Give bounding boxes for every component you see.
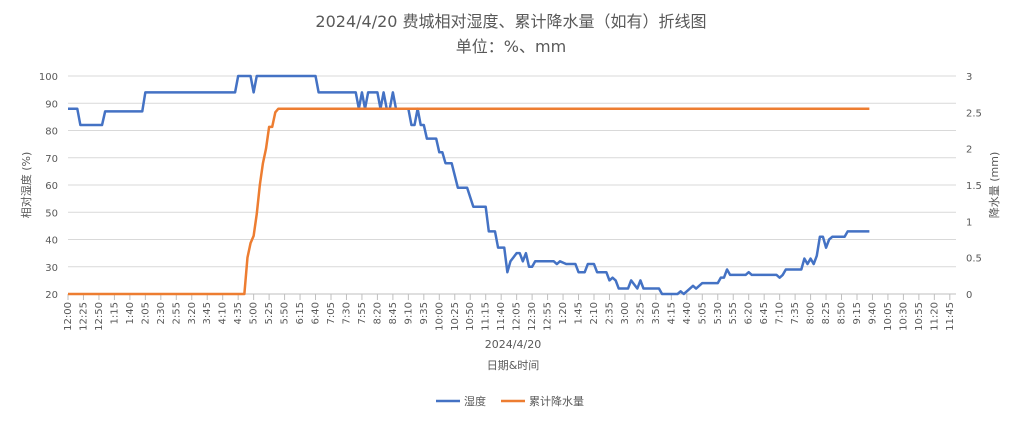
x-tick-label: 2:55 [171,302,182,324]
x-tick-label: 11:40 [496,302,507,331]
x-tick-label: 10:30 [898,302,909,331]
series-lines [68,74,870,296]
x-tick-label: 2:10 [589,302,600,324]
x-tick-label: 4:15 [666,302,677,324]
x-tick-label: 11:20 [929,302,940,331]
y-tick-label-right: 1.5 [966,181,982,192]
x-tick-label: 5:05 [697,302,708,324]
x-tick-label: 3:20 [187,302,198,324]
x-tick-label: 7:35 [790,302,801,324]
y-tick-label-left: 80 [45,127,58,138]
x-tick-label: 10:00 [434,302,445,331]
chart-subtitle: 单位：%、mm [456,37,566,56]
x-tick-label: 8:20 [372,302,383,324]
y-tick-label-right: 1 [966,217,972,228]
x-tick-label: 8:25 [821,302,832,324]
x-tick-label: 5:50 [280,302,291,324]
x-tick-label: 2:05 [140,302,151,324]
x-tick-label: 3:45 [202,302,213,324]
x-tick-label: 6:15 [295,302,306,324]
x-tick-label: 8:45 [388,302,399,324]
x-tick-label: 6:40 [311,302,322,324]
legend-label-humidity: 湿度 [464,394,486,408]
y-tick-label-left: 20 [45,290,58,301]
x-tick-label: 12:50 [94,302,105,331]
legend: 湿度 累计降水量 [436,394,584,408]
x-tick-label: 10:55 [914,302,925,331]
chart-title: 2024/4/20 费城相对湿度、累计降水量（如有）折线图 [315,12,706,31]
x-tick-label: 1:45 [574,302,585,324]
y-tick-label-right: 3 [966,72,972,83]
right-axis-ticks: 0 0.5 1 1.5 2 2.5 3 [966,72,982,301]
x-tick-label: 8:00 [806,302,817,324]
x-tick-label: 1:40 [125,302,136,324]
x-axis-label: 日期&时间 [487,359,540,372]
legend-label-rainfall: 累计降水量 [529,394,584,408]
x-tick-label: 4:35 [233,302,244,324]
y-tick-label-left: 70 [45,154,58,165]
x-tick-label: 5:55 [728,302,739,324]
x-tick-label: 4:40 [682,302,693,324]
x-tick-label: 10:50 [465,302,476,331]
y-tick-label-right: 2 [966,145,972,156]
x-tick-label: 4:10 [218,302,229,324]
x-tick-label: 5:00 [249,302,260,324]
series-line-rainfall [68,107,870,296]
y-tick-label-left: 90 [45,99,58,110]
y-tick-label-right: 2.5 [966,108,982,119]
y-tick-label-left: 60 [45,181,58,192]
x-tick-label: 7:30 [341,302,352,324]
x-tick-label: 11:15 [481,302,492,331]
x-tick-label: 9:40 [867,302,878,324]
x-tick-label: 10:05 [883,302,894,331]
series-line-humidity [68,74,870,296]
x-axis-date-label: 2024/4/20 [485,338,541,351]
x-tick-label: 9:15 [852,302,863,324]
x-tick-label: 3:25 [635,302,646,324]
y-tick-label-left: 50 [45,208,58,219]
x-tick-label: 7:55 [357,302,368,324]
x-tick-label: 6:20 [744,302,755,324]
x-tick-label: 6:45 [759,302,770,324]
x-tick-label: 1:15 [109,302,120,324]
x-tick-label: 2:35 [604,302,615,324]
x-tick-label: 9:10 [403,302,414,324]
x-tick-label: 5:25 [264,302,275,324]
y-tick-label-right: 0.5 [966,254,982,265]
x-tick-label: 12:25 [78,302,89,331]
y-axis-label-right: 降水量 (mm) [987,152,1001,219]
x-tick-label: 1:20 [558,302,569,324]
y-axis-label-left: 相对湿度 (%) [19,152,33,219]
gridlines [68,75,956,295]
x-tick-label: 7:10 [775,302,786,324]
x-tick-label: 2:30 [156,302,167,324]
y-tick-label-left: 30 [45,263,58,274]
x-tick-label: 11:45 [945,302,956,331]
x-tick-label: 12:30 [527,302,538,331]
left-axis-ticks: 20 30 40 50 60 70 80 90 100 [39,72,58,301]
y-tick-label-right: 0 [966,290,972,301]
x-tick-label: 12:55 [543,302,554,331]
x-tick-label: 3:00 [620,302,631,324]
y-tick-label-left: 40 [45,236,58,247]
x-tick-label: 8:50 [837,302,848,324]
x-tick-label: 9:35 [419,302,430,324]
x-axis-ticks: 12:00 12:25 12:50 1:15 1:40 2:05 2:30 2:55 3:20 3… [63,294,956,331]
x-tick-label: 10:25 [450,302,461,331]
x-tick-label: 12:05 [512,302,523,331]
x-tick-label: 7:05 [326,302,337,324]
y-tick-label-left: 100 [39,72,58,83]
x-tick-label: 3:50 [651,302,662,324]
x-tick-label: 12:00 [63,302,74,331]
x-tick-label: 5:30 [713,302,724,324]
